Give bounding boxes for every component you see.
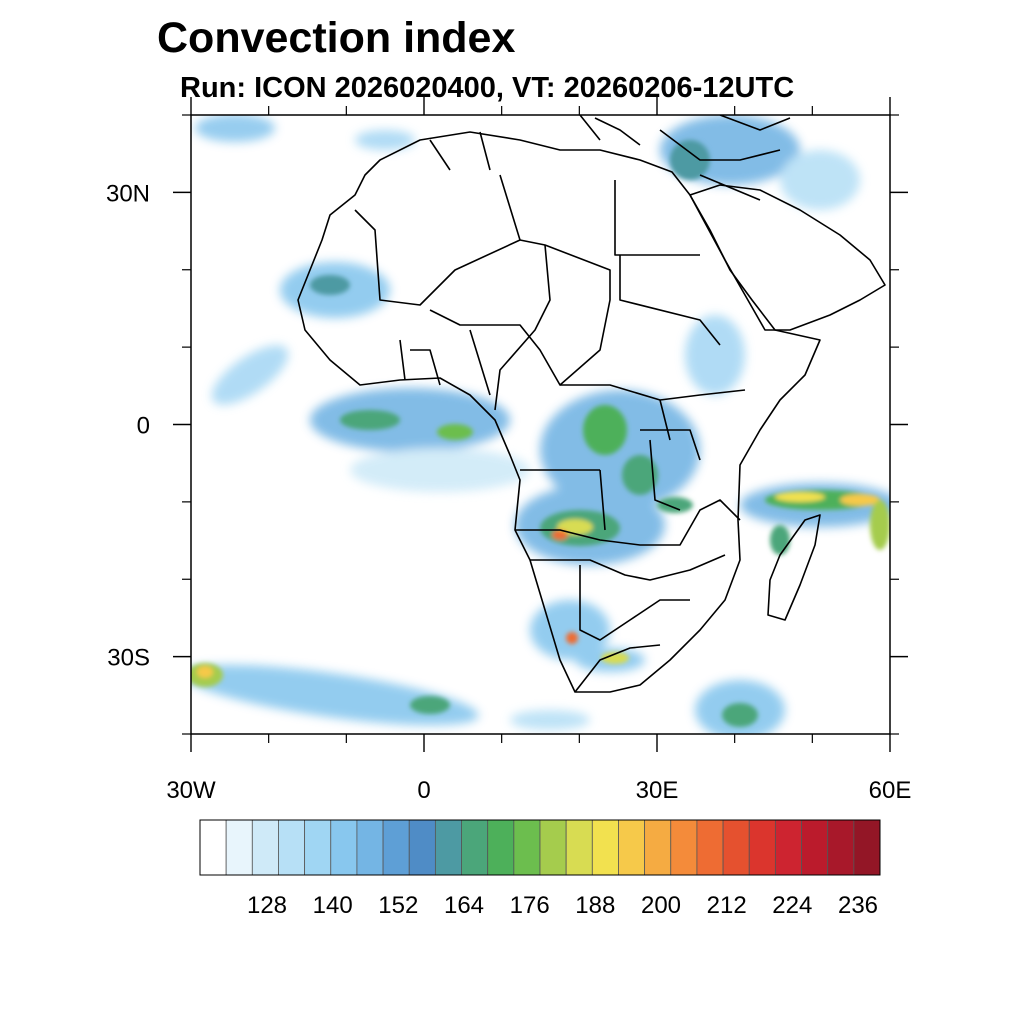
colorbar-label: 128 [247, 892, 287, 919]
colorbar-swatch [591, 819, 619, 876]
colorbar-swatch [513, 819, 541, 876]
colorbar-swatch [670, 819, 698, 876]
colorbar-swatch [434, 819, 462, 876]
x-tick-label: 30E [636, 777, 679, 804]
colorbar-swatch [618, 819, 646, 876]
colorbar-swatch [408, 819, 436, 876]
y-tick-label: 30N [106, 180, 150, 207]
colorbar-label: 152 [378, 892, 418, 919]
x-tick-label: 30W [166, 777, 216, 804]
colorbar-label: 164 [444, 892, 484, 919]
colorbar-frame [199, 819, 881, 876]
colorbar-swatch [696, 819, 724, 876]
colorbar-swatch [722, 819, 750, 876]
colorbar: 128 140 152 164 176 188 200 212 224 236 [199, 819, 881, 919]
colorbar-swatch [225, 819, 253, 876]
colorbar-swatch [644, 819, 672, 876]
colorbar-swatch [748, 819, 776, 876]
convection-field [191, 115, 890, 734]
colorbar-label: 224 [772, 892, 812, 919]
colorbar-swatch [827, 819, 855, 876]
x-tick-label: 0 [417, 777, 430, 804]
colorbar-label: 200 [641, 892, 681, 919]
map-axes: 30W 0 30E 60E 30N 0 30S [106, 97, 911, 804]
chart-title: Convection index [157, 14, 516, 62]
colorbar-swatch [278, 819, 306, 876]
y-tick-label: 0 [137, 413, 150, 440]
colorbar-swatch [356, 819, 384, 876]
colorbar-swatch [487, 819, 515, 876]
colorbar-swatch [539, 819, 567, 876]
colorbar-swatch [801, 819, 829, 876]
colorbar-label: 188 [575, 892, 615, 919]
chart-subtitle: Run: ICON 2026020400, VT: 20260206-12UTC [180, 72, 795, 104]
colorbar-swatch [330, 819, 358, 876]
colorbar-swatch [199, 819, 227, 876]
colorbar-swatch [774, 819, 802, 876]
y-tick-label: 30S [107, 645, 150, 672]
colorbar-label: 236 [838, 892, 878, 919]
colorbar-swatch [461, 819, 489, 876]
colorbar-label: 140 [313, 892, 353, 919]
colorbar-label: 212 [707, 892, 747, 919]
coastline-and-borders [297, 115, 886, 693]
colorbar-swatch [251, 819, 279, 876]
colorbar-label: 176 [510, 892, 550, 919]
colorbar-swatch [565, 819, 593, 876]
colorbar-swatch [382, 819, 410, 876]
x-tick-label: 60E [869, 777, 912, 804]
colorbar-swatch [853, 819, 881, 876]
colorbar-swatch [304, 819, 332, 876]
